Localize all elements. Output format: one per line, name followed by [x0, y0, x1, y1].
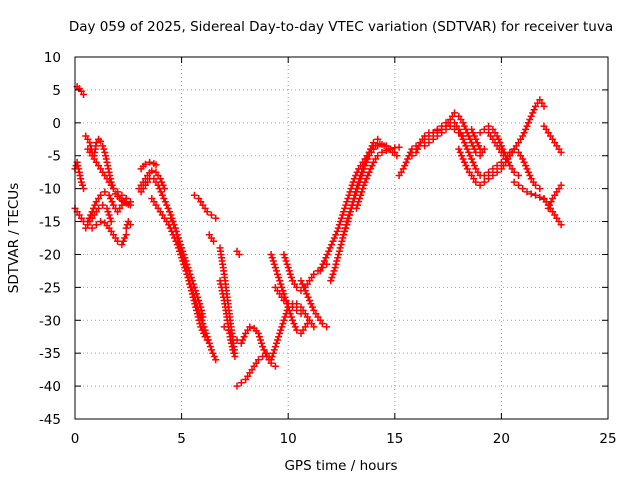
y-tick-label: 10	[44, 50, 61, 66]
x-tick-label: 20	[493, 431, 510, 447]
series-sat-a	[73, 83, 87, 98]
data-point-markers	[71, 158, 87, 193]
data-point-markers	[135, 167, 168, 193]
y-tick-label: 5	[52, 83, 61, 99]
data-point-markers	[82, 201, 115, 232]
plot-frame	[74, 56, 609, 420]
y-tick-label: -40	[39, 379, 61, 395]
data-point-markers	[233, 247, 243, 258]
x-axis-label: GPS time / hours	[284, 458, 397, 474]
y-tick-label: -15	[39, 215, 61, 231]
x-tick-label: 10	[280, 431, 297, 447]
data-point-markers	[73, 83, 87, 98]
data-point-markers	[190, 191, 220, 222]
series-sat-o	[205, 231, 218, 245]
x-tick-label: 15	[386, 431, 403, 447]
data-point-markers	[540, 122, 565, 156]
series-sat-b	[71, 158, 87, 193]
series-sat-s	[233, 247, 243, 258]
data-point-markers	[297, 277, 331, 331]
data-point-markers	[167, 214, 207, 321]
data-point-markers	[205, 231, 218, 245]
data-point-markers	[137, 175, 211, 344]
x-tick-label: 0	[71, 431, 80, 447]
series-sat-ae	[408, 119, 484, 160]
data-point-markers	[137, 158, 160, 173]
series-sat-y	[297, 277, 331, 331]
series-sat-u	[237, 323, 279, 370]
chart-title: Day 059 of 2025, Sidereal Day-to-day VTE…	[69, 19, 613, 35]
data-point-markers	[271, 283, 305, 318]
y-axis-label: SDTVAR / TECUs	[6, 183, 22, 293]
y-tick-label: -20	[39, 247, 61, 263]
y-tick-label: 0	[52, 116, 61, 132]
series-sat-f	[82, 201, 115, 232]
series-sat-d	[122, 218, 134, 232]
y-tick-label: -45	[39, 412, 61, 428]
data-point-markers	[122, 218, 134, 232]
series-sat-x	[271, 283, 305, 318]
data-point-markers	[352, 143, 403, 212]
data-point-markers	[540, 195, 565, 229]
y-tick-label: -30	[39, 313, 61, 329]
data-point-markers	[84, 145, 134, 206]
x-tick-label: 5	[177, 431, 186, 447]
y-tick-label: -25	[39, 280, 61, 296]
series-sat-am	[540, 195, 565, 229]
series-sat-j	[135, 167, 168, 193]
y-tick-label: -5	[48, 149, 61, 165]
series-sat-ai	[485, 122, 522, 179]
data-point-markers	[233, 300, 318, 390]
y-tick-label: -10	[39, 182, 61, 198]
data-point-markers	[237, 323, 279, 370]
data-point-markers	[148, 195, 220, 364]
series-sat-ac	[352, 143, 403, 212]
series-sat-k	[137, 175, 211, 344]
series-sat-h	[84, 145, 134, 206]
series-sat-ak	[540, 122, 565, 156]
series-sat-n	[190, 191, 220, 222]
y-tick-labels: 10 5 0 -5 -10 -15 -20 -25 -30 -35 -40 -45	[39, 50, 61, 428]
series-sat-ab	[340, 135, 382, 239]
data-point-markers	[485, 122, 522, 179]
data-point-markers	[408, 119, 484, 160]
y-tick-label: -35	[39, 346, 61, 362]
x-tick-label: 25	[599, 431, 616, 447]
axis-ticks	[74, 56, 609, 420]
data-marks	[71, 83, 565, 390]
x-tick-labels: 0 5 10 15 20 25	[71, 431, 617, 447]
series-sat-i	[137, 158, 160, 173]
series-sat-m	[167, 214, 207, 321]
series-sat-l	[148, 195, 220, 364]
series-sat-t	[233, 300, 318, 390]
data-point-markers	[340, 135, 382, 239]
